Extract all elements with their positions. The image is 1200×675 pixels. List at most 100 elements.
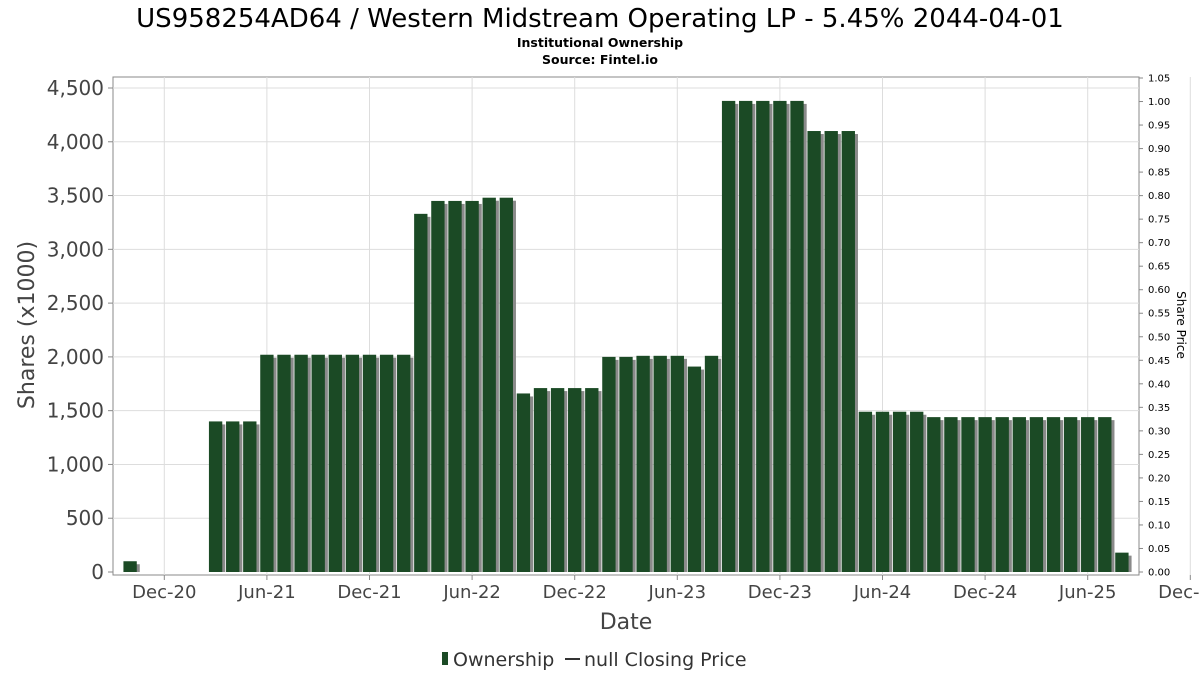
ownership-bar [243, 421, 257, 572]
ownership-bar [277, 354, 291, 572]
left-axis-ticks: 0 500 1,000 1,500 2,000 2,500 3,000 3,500 4,000 4… [47, 76, 113, 584]
chart-title: US958254AD64 / Western Midstream Operati… [136, 4, 1064, 34]
right-axis-ticks: 0.00 0.05 0.10 0.15 0.20 0.25 0.30 0.35 0.40 0.45… [1139, 74, 1170, 579]
ownership-bar [841, 131, 855, 572]
y2-tick-label: 0.60 [1148, 285, 1170, 296]
ownership-bar [226, 421, 240, 572]
y2-tick-label: 0.95 [1148, 121, 1170, 132]
ownership-bar [585, 388, 599, 572]
ownership-bar [619, 356, 633, 572]
ownership-bar [875, 411, 890, 572]
ownership-bar [961, 417, 975, 572]
y2-tick-label: 1.00 [1148, 97, 1170, 108]
y2-tick-label: 0.30 [1148, 426, 1170, 437]
ownership-bar [756, 100, 770, 572]
y2-tick-label: 0.10 [1148, 520, 1170, 531]
x-tick-label: Jun-21 [237, 582, 296, 603]
y2-tick-label: 0.90 [1148, 144, 1170, 155]
y-tick-label: 3,000 [47, 237, 104, 261]
ownership-bar [824, 131, 838, 572]
x-tick-label: Jun-25 [1058, 582, 1117, 603]
y2-tick-label: 0.05 [1148, 544, 1170, 555]
y2-tick-label: 0.45 [1148, 356, 1170, 367]
ownership-bar [892, 411, 907, 572]
ownership-bar [1012, 417, 1026, 572]
ownership-bar [533, 388, 548, 572]
y-tick-label: 2,000 [47, 345, 104, 369]
y2-tick-label: 0.00 [1148, 568, 1170, 579]
ownership-bar [602, 356, 616, 572]
x-tick-label: Dec-21 [337, 582, 401, 603]
x-tick-label: Dec-20 [132, 582, 196, 603]
y2-tick-label: 0.25 [1148, 450, 1170, 461]
y2-tick-label: 0.65 [1148, 262, 1170, 273]
y2-tick-label: 0.20 [1148, 473, 1170, 484]
x-axis-label: Date [600, 610, 653, 635]
ownership-bar [328, 354, 342, 572]
ownership-bar [1063, 417, 1078, 572]
y2-tick-label: 0.75 [1148, 215, 1170, 226]
ownership-bar [345, 354, 360, 572]
y2-tick-label: 0.85 [1148, 168, 1170, 179]
ownership-bar [739, 100, 753, 572]
x-tick-label: Dec-25 [1158, 582, 1200, 603]
ownership-bar [431, 200, 445, 572]
ownership-bar [1115, 552, 1129, 572]
x-axis-ticks: Dec-20 Jun-21 Dec-21 Jun-22 Dec-22 Jun-23 Dec-… [132, 575, 1200, 603]
ownership-bar [397, 354, 411, 572]
y-tick-label: 4,000 [47, 130, 104, 154]
y2-tick-label: 0.40 [1148, 379, 1170, 390]
ownership-bar [995, 417, 1009, 572]
x-tick-label: Dec-23 [748, 582, 812, 603]
y2-axis-label: Share Price [1174, 291, 1188, 359]
legend-price-label: null Closing Price [584, 649, 747, 671]
ownership-bar [910, 411, 924, 572]
ownership-bar [311, 354, 325, 572]
chart-subtitle-1: Institutional Ownership [517, 35, 683, 50]
ownership-bar [1081, 417, 1095, 572]
ownership-bars [123, 100, 1132, 572]
ownership-bar [944, 417, 958, 572]
ownership-bar [1029, 417, 1044, 572]
legend-ownership-swatch [442, 652, 448, 665]
ownership-bar [294, 354, 308, 572]
chart-subtitle-2: Source: Fintel.io [542, 52, 658, 67]
x-tick-label: Jun-24 [853, 582, 912, 603]
ownership-bar [790, 100, 804, 572]
x-tick-label: Jun-22 [442, 582, 501, 603]
ownership-bar [123, 561, 137, 572]
y-tick-label: 1,500 [47, 399, 104, 423]
ownership-bar [653, 355, 667, 572]
y2-tick-label: 0.70 [1148, 238, 1170, 249]
ownership-bar [1046, 417, 1061, 572]
x-tick-label: Dec-22 [543, 582, 607, 603]
y-tick-label: 2,500 [47, 291, 104, 315]
legend: Ownership null Closing Price [442, 649, 747, 671]
y-tick-label: 0 [91, 560, 104, 584]
ownership-bar [379, 354, 394, 572]
ownership-bar [499, 197, 513, 572]
ownership-bar [927, 417, 941, 572]
ownership-bar [1098, 417, 1112, 572]
y-axis-label: Shares (x1000) [15, 241, 40, 409]
y-tick-label: 4,500 [47, 76, 104, 100]
x-tick-label: Jun-23 [648, 582, 707, 603]
ownership-bar [550, 388, 565, 572]
y-tick-label: 1,000 [47, 452, 104, 476]
ownership-bar [465, 200, 479, 572]
ownership-bar [807, 131, 821, 572]
ownership-bar [482, 197, 496, 572]
ownership-bar [362, 354, 377, 572]
ownership-bar [568, 388, 582, 572]
ownership-bar [516, 393, 531, 572]
y2-tick-label: 0.15 [1148, 497, 1170, 508]
ownership-bar [636, 355, 650, 572]
ownership-bar [448, 200, 462, 572]
legend-ownership-label: Ownership [453, 649, 554, 671]
ownership-bar [721, 100, 736, 572]
y2-tick-label: 0.35 [1148, 403, 1170, 414]
y2-tick-label: 0.50 [1148, 332, 1170, 343]
ownership-bar [858, 411, 873, 572]
ownership-bar [208, 421, 223, 572]
